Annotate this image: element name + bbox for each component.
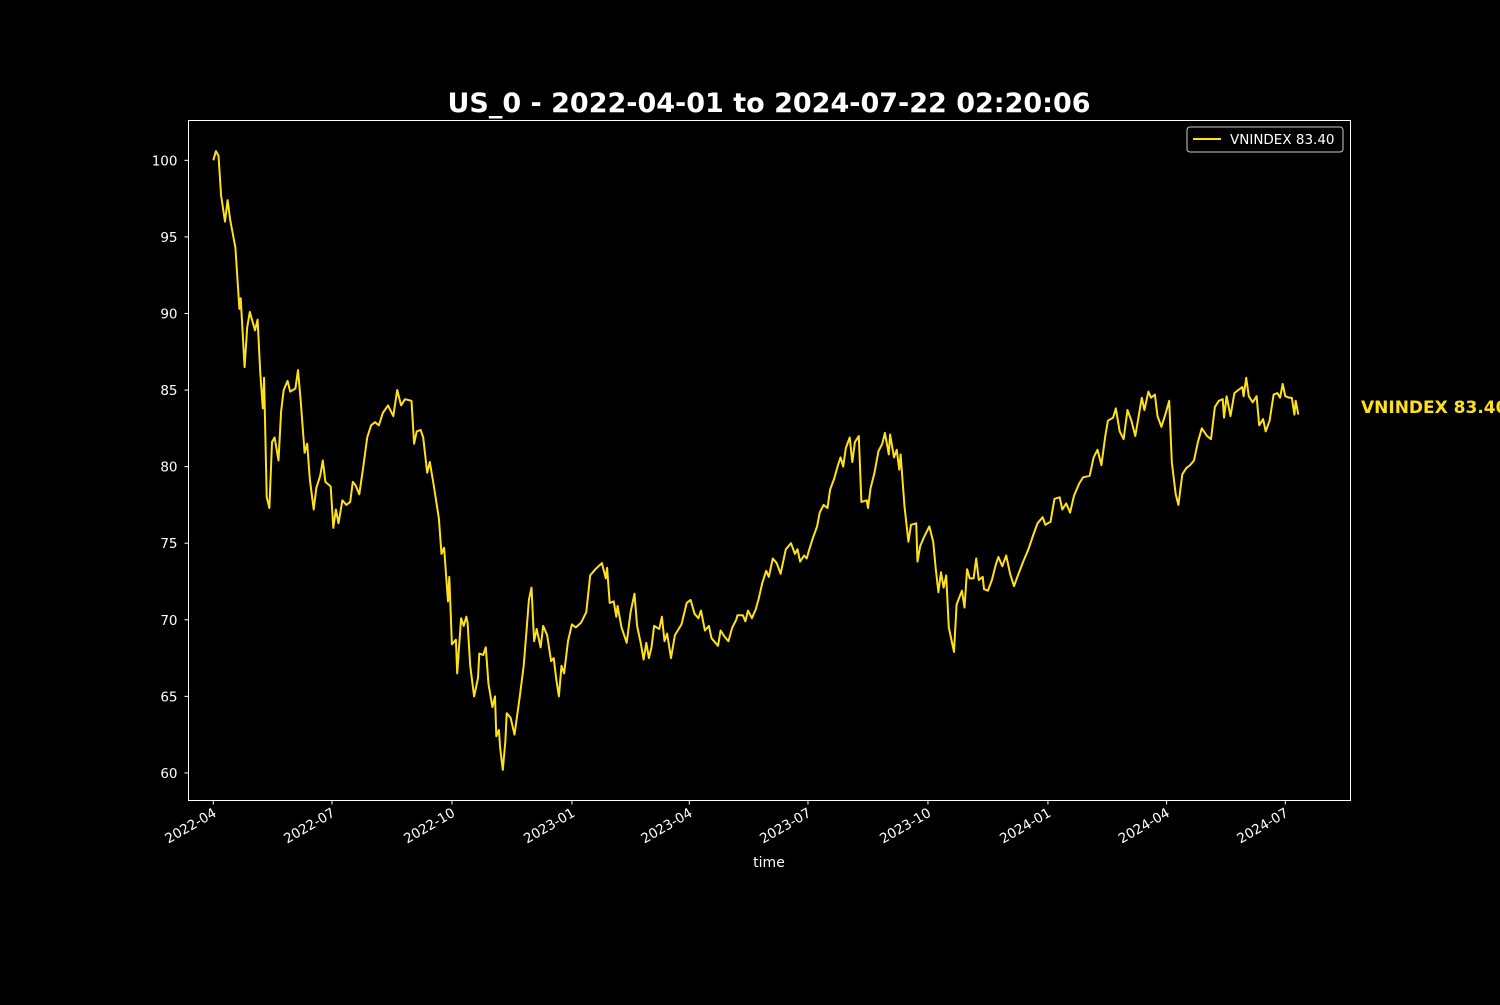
- x-tick-label: 2023-01: [521, 805, 578, 847]
- y-tick-label: 95: [160, 230, 177, 246]
- x-axis-label: time: [753, 855, 785, 871]
- series-line-vnindex: [212, 150, 1300, 771]
- last-value-label: VNINDEX 83.40: [1361, 398, 1500, 418]
- y-tick-label: 90: [160, 306, 177, 322]
- y-tick-label: 100: [152, 153, 178, 169]
- x-tick-label: 2024-07: [1234, 805, 1291, 847]
- y-tick-label: 85: [160, 383, 177, 399]
- y-tick-label: 70: [160, 613, 177, 629]
- legend: VNINDEX 83.40: [1186, 126, 1344, 153]
- legend-label: VNINDEX 83.40: [1230, 132, 1335, 148]
- x-tick-label: 2022-07: [281, 805, 338, 847]
- y-tick-label: 75: [160, 536, 177, 552]
- x-tick-label: 2022-10: [401, 805, 458, 847]
- plot-area: [188, 120, 1351, 801]
- x-tick-label: 2022-04: [162, 805, 219, 847]
- y-tick-label: 65: [160, 689, 177, 705]
- x-tick-label: 2023-04: [638, 805, 695, 847]
- x-tick-label: 2023-07: [757, 805, 814, 847]
- chart-title: US_0 - 2022-04-01 to 2024-07-22 02:20:06: [447, 88, 1090, 119]
- y-tick-label: 80: [160, 460, 177, 476]
- x-tick-label: 2024-04: [1116, 805, 1173, 847]
- y-axis: 60 65 70 75 80 85 90 95 100: [152, 153, 189, 782]
- x-tick-label: 2023-10: [877, 805, 934, 847]
- legend-box: [1186, 126, 1344, 153]
- x-tick-label: 2024-01: [997, 805, 1054, 847]
- x-axis: 2022-04 2022-07 2022-10 2023-01 2023-04 2023-…: [162, 800, 1291, 847]
- y-tick-label: 60: [160, 766, 177, 782]
